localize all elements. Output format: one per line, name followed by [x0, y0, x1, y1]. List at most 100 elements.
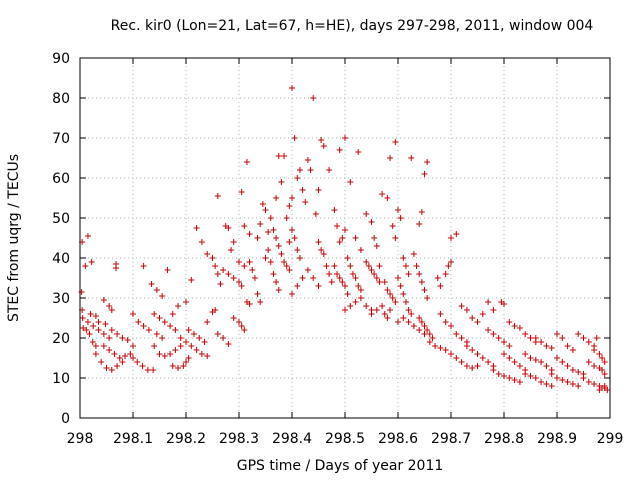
- x-tick-label: 298.4: [272, 431, 312, 447]
- data-point: [241, 327, 248, 333]
- data-point: [144, 367, 151, 373]
- data-point: [402, 299, 409, 305]
- data-point: [596, 351, 603, 357]
- data-point: [559, 335, 566, 341]
- y-tick-label: 80: [52, 91, 70, 107]
- data-point: [281, 259, 288, 265]
- data-point: [172, 327, 179, 333]
- x-tick-label: 298.2: [166, 431, 206, 447]
- data-point: [511, 359, 518, 365]
- data-point: [434, 275, 441, 281]
- data-point: [225, 225, 232, 231]
- data-point: [564, 379, 571, 385]
- data-point: [395, 275, 401, 281]
- data-point: [130, 355, 136, 361]
- data-point: [78, 289, 85, 295]
- data-point: [445, 263, 452, 269]
- data-point: [352, 275, 359, 281]
- data-point: [591, 381, 598, 387]
- data-point: [506, 343, 513, 349]
- data-point: [89, 339, 96, 345]
- data-point: [402, 263, 409, 269]
- data-point: [135, 319, 142, 325]
- data-point: [458, 303, 465, 309]
- data-point: [246, 231, 253, 237]
- data-point: [241, 223, 248, 229]
- data-point: [479, 355, 486, 361]
- y-tick-label: 40: [52, 251, 70, 267]
- data-point: [315, 239, 322, 245]
- data-point: [363, 259, 370, 265]
- data-point: [214, 271, 221, 277]
- data-point: [183, 359, 189, 365]
- data-point: [177, 335, 184, 341]
- data-point: [416, 327, 423, 333]
- data-point: [106, 303, 113, 309]
- data-point: [302, 199, 309, 205]
- data-point: [575, 369, 582, 375]
- data-point: [90, 323, 97, 329]
- data-point: [100, 343, 107, 349]
- data-point: [569, 381, 576, 387]
- data-point: [495, 335, 502, 341]
- data-point: [159, 335, 166, 341]
- data-point: [212, 307, 219, 313]
- data-point: [349, 271, 356, 277]
- data-point: [516, 363, 523, 369]
- data-point: [392, 299, 399, 305]
- data-point: [599, 355, 606, 361]
- data-point: [418, 279, 425, 285]
- data-point: [196, 335, 203, 341]
- data-point: [424, 295, 431, 301]
- data-point: [108, 307, 115, 313]
- data-point: [161, 319, 168, 325]
- data-point: [601, 383, 608, 389]
- data-point: [424, 159, 431, 165]
- data-point: [304, 157, 311, 163]
- data-point: [421, 287, 428, 293]
- y-tick-label: 0: [61, 411, 70, 427]
- data-point: [315, 283, 322, 289]
- data-point: [392, 235, 399, 241]
- data-point: [400, 291, 407, 297]
- data-point: [315, 187, 322, 193]
- data-point: [310, 275, 317, 281]
- data-point: [591, 363, 598, 369]
- data-point: [145, 327, 152, 333]
- data-point: [236, 259, 242, 265]
- data-point: [238, 189, 245, 195]
- data-point: [458, 335, 465, 341]
- data-point: [580, 375, 587, 381]
- data-point: [108, 327, 115, 333]
- data-point: [410, 251, 417, 257]
- data-point: [328, 279, 335, 285]
- data-point: [243, 159, 250, 165]
- data-point: [299, 187, 306, 193]
- y-tick-label: 30: [52, 291, 70, 307]
- data-point: [175, 303, 182, 309]
- data-point: [397, 215, 404, 221]
- data-point: [347, 303, 354, 309]
- y-axis-label: STEC from uqrg / TECUs: [6, 154, 22, 322]
- data-point: [559, 359, 566, 365]
- data-point: [342, 227, 348, 233]
- data-point: [501, 339, 507, 345]
- data-point: [326, 167, 333, 173]
- data-point: [344, 255, 351, 261]
- data-point: [294, 175, 301, 181]
- y-tick-label: 70: [52, 131, 70, 147]
- y-tick-label: 50: [52, 211, 70, 227]
- x-tick-label: 298.1: [113, 431, 153, 447]
- data-point: [389, 295, 396, 301]
- data-point: [92, 343, 99, 349]
- data-point: [395, 207, 401, 213]
- data-point: [130, 311, 136, 317]
- data-point: [304, 267, 311, 273]
- data-point: [289, 195, 295, 201]
- data-point: [167, 351, 174, 357]
- data-point: [426, 331, 433, 337]
- data-point: [400, 255, 407, 261]
- data-point: [448, 323, 454, 329]
- x-tick-labels: 298 298.1 298.2 298.3 298.4 298.5 298.6 298.7 29…: [67, 431, 624, 447]
